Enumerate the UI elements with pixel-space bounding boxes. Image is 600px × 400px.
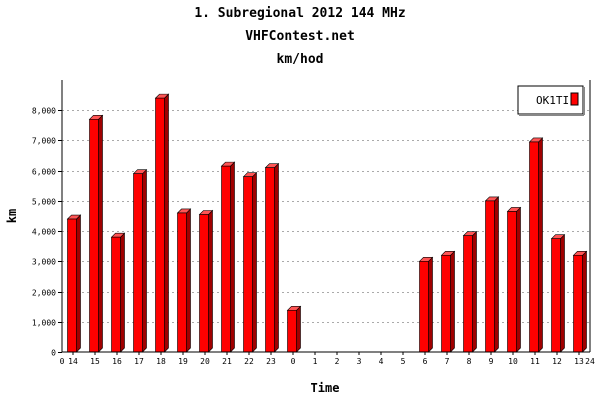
x-tick-label: 9 bbox=[489, 357, 494, 366]
bar-side bbox=[428, 256, 433, 353]
bar-side bbox=[208, 209, 213, 353]
bar bbox=[133, 173, 143, 353]
chart-unit-title: km/hod bbox=[276, 52, 324, 67]
x-tick-label: 4 bbox=[379, 357, 384, 366]
bar bbox=[67, 218, 77, 353]
bar-side bbox=[164, 93, 169, 353]
y-tick-label: 5,000 bbox=[32, 198, 56, 207]
bar bbox=[441, 254, 451, 353]
x-tick-label: 19 bbox=[178, 357, 188, 366]
bar bbox=[551, 238, 561, 353]
x-tick-label: 10 bbox=[508, 357, 518, 366]
chart-title: 1. Subregional 2012 144 MHz bbox=[194, 6, 406, 21]
bar-side bbox=[230, 161, 235, 353]
bar bbox=[419, 261, 429, 353]
x-tick-label: 17 bbox=[134, 357, 144, 366]
x-tick-label: 1 bbox=[313, 357, 318, 366]
x-tick-label: 2 bbox=[335, 357, 340, 366]
x-axis-label: Time bbox=[311, 381, 340, 395]
bar bbox=[199, 214, 209, 353]
bar-side bbox=[494, 196, 499, 353]
legend: OK1TI bbox=[517, 85, 585, 116]
x-edge-label-end: 24 bbox=[585, 357, 595, 366]
bar bbox=[463, 235, 473, 353]
y-tick-label: 7,000 bbox=[32, 137, 56, 146]
x-tick-label: 15 bbox=[90, 357, 100, 366]
bar bbox=[573, 254, 583, 353]
x-tick-label: 7 bbox=[445, 357, 450, 366]
x-tick-label: 21 bbox=[222, 357, 232, 366]
chart-subtitle: VHFContest.net bbox=[245, 29, 355, 44]
y-axis-label: km bbox=[5, 209, 19, 223]
y-tick-label: 1,000 bbox=[32, 319, 56, 328]
x-tick-label: 12 bbox=[552, 357, 562, 366]
bar-side bbox=[120, 232, 125, 353]
bar bbox=[243, 176, 253, 353]
bar bbox=[111, 236, 121, 353]
bar-side bbox=[472, 230, 477, 353]
x-tick-label: 3 bbox=[357, 357, 362, 366]
x-tick-label: 6 bbox=[423, 357, 428, 366]
y-tick-label: 2,000 bbox=[32, 289, 56, 298]
axes bbox=[61, 80, 591, 353]
y-tick-label: 4,000 bbox=[32, 228, 56, 237]
bar bbox=[507, 211, 517, 353]
bar bbox=[529, 141, 539, 353]
bar-side bbox=[516, 206, 521, 353]
bar bbox=[155, 97, 165, 353]
bar bbox=[265, 167, 275, 353]
bar bbox=[89, 118, 99, 353]
grid-lines bbox=[58, 110, 590, 353]
bar bbox=[287, 309, 297, 353]
x-tick-label: 20 bbox=[200, 357, 210, 366]
x-tick-label: 8 bbox=[467, 357, 472, 366]
x-tick-label: 16 bbox=[112, 357, 122, 366]
bar bbox=[177, 212, 187, 353]
x-tick-label: 11 bbox=[530, 357, 540, 366]
bar-side bbox=[98, 114, 103, 353]
bar-side bbox=[76, 214, 81, 353]
x-tick-label: 22 bbox=[244, 357, 254, 366]
y-tick-label: 6,000 bbox=[32, 168, 56, 177]
y-tick-label: 0 bbox=[51, 349, 56, 358]
y-tick-label: 3,000 bbox=[32, 258, 56, 267]
bar-side bbox=[296, 305, 301, 353]
x-tick-label: 14 bbox=[68, 357, 78, 366]
legend-label: OK1TI bbox=[536, 94, 569, 107]
bar bbox=[221, 165, 231, 353]
tick-labels: 0 1,000 2,000 3,000 4,000 5,000 6,000 7,000 8,00… bbox=[32, 107, 595, 367]
bar-side bbox=[274, 162, 279, 353]
x-tick-label: 13 bbox=[574, 357, 584, 366]
x-tick-label: 18 bbox=[156, 357, 166, 366]
bar-side bbox=[538, 137, 543, 353]
bar-side bbox=[560, 233, 565, 353]
bar-side bbox=[252, 171, 257, 353]
legend-swatch bbox=[570, 92, 579, 106]
bar bbox=[485, 200, 495, 353]
x-edge-label-start: 0 bbox=[60, 357, 65, 366]
bar-side bbox=[186, 208, 191, 353]
bar-side bbox=[450, 250, 455, 353]
x-tick-label: 5 bbox=[401, 357, 406, 366]
x-tick-label: 23 bbox=[266, 357, 276, 366]
bar-side bbox=[142, 168, 147, 353]
x-tick-label: 0 bbox=[291, 357, 296, 366]
bar-side bbox=[582, 250, 587, 353]
bars bbox=[66, 93, 588, 355]
y-tick-label: 8,000 bbox=[32, 107, 56, 116]
